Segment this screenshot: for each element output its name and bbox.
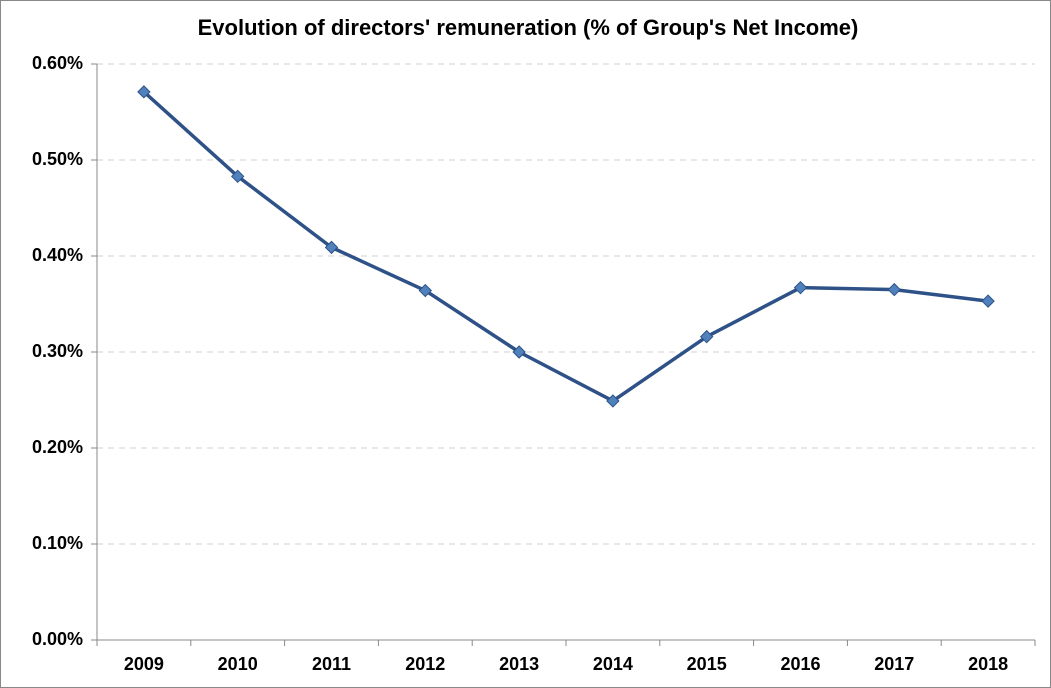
marker xyxy=(981,294,995,308)
x-tick-label: 2009 xyxy=(124,654,164,674)
x-tick-label: 2015 xyxy=(687,654,727,674)
marker xyxy=(418,283,433,298)
y-tick-label: 0.00% xyxy=(32,629,83,649)
x-tick-label: 2016 xyxy=(780,654,820,674)
x-tick-label: 2017 xyxy=(874,654,914,674)
line xyxy=(142,90,989,403)
marker xyxy=(230,169,245,184)
x-tick-label: 2010 xyxy=(218,654,258,674)
x-tick-label: 2018 xyxy=(968,654,1008,674)
marker xyxy=(512,345,526,359)
y-tick-label: 0.60% xyxy=(32,53,83,73)
marker xyxy=(137,85,151,99)
marker xyxy=(793,280,808,295)
y-tick-label: 0.10% xyxy=(32,533,83,553)
marker xyxy=(324,240,339,255)
y-tick-label: 0.30% xyxy=(32,341,83,361)
x-tick-label: 2011 xyxy=(312,654,351,674)
y-tick-label: 0.50% xyxy=(32,149,83,169)
x-tick-label: 2013 xyxy=(499,654,539,674)
x-tick-label: 2014 xyxy=(593,654,633,674)
chart-title: Evolution of directors' remuneration (% … xyxy=(198,15,859,40)
marker xyxy=(606,394,620,408)
marker xyxy=(887,282,902,297)
y-tick-label: 0.20% xyxy=(32,437,83,457)
x-tick-label: 2012 xyxy=(405,654,445,674)
marker xyxy=(699,329,714,344)
y-tick-label: 0.40% xyxy=(32,245,83,265)
